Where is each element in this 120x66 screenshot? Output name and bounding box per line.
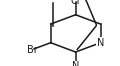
Text: N: N (72, 61, 79, 66)
Text: Cl: Cl (71, 0, 80, 6)
Text: Br: Br (27, 45, 37, 55)
Text: N: N (97, 38, 104, 48)
